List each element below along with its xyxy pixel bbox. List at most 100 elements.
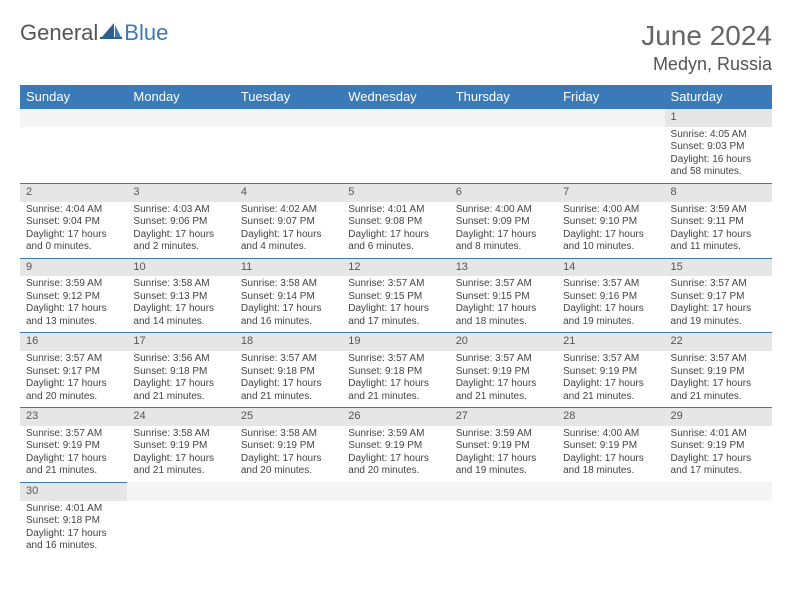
daylight-text: Daylight: 17 hours and 10 minutes. bbox=[563, 229, 658, 254]
weekday-header: Sunday bbox=[20, 85, 127, 109]
day-number-cell: 21 bbox=[557, 333, 664, 351]
sunset-text: Sunset: 9:18 PM bbox=[26, 515, 121, 528]
day-detail-cell: Sunrise: 3:57 AMSunset: 9:15 PMDaylight:… bbox=[450, 276, 557, 333]
daynum-row: 16171819202122 bbox=[20, 333, 772, 351]
sunset-text: Sunset: 9:19 PM bbox=[133, 440, 228, 453]
sunset-text: Sunset: 9:18 PM bbox=[133, 366, 228, 379]
daylight-text: Daylight: 17 hours and 20 minutes. bbox=[348, 453, 443, 478]
day-number-cell bbox=[450, 482, 557, 500]
daylight-text: Daylight: 17 hours and 19 minutes. bbox=[456, 453, 551, 478]
day-number-cell: 26 bbox=[342, 408, 449, 426]
sunset-text: Sunset: 9:18 PM bbox=[348, 366, 443, 379]
sunrise-text: Sunrise: 3:56 AM bbox=[133, 353, 228, 366]
day-number-cell: 16 bbox=[20, 333, 127, 351]
sunset-text: Sunset: 9:19 PM bbox=[456, 366, 551, 379]
daylight-text: Daylight: 17 hours and 18 minutes. bbox=[563, 453, 658, 478]
day-number-cell bbox=[127, 109, 234, 127]
sunset-text: Sunset: 9:14 PM bbox=[241, 291, 336, 304]
sunset-text: Sunset: 9:19 PM bbox=[26, 440, 121, 453]
weekday-header-row: Sunday Monday Tuesday Wednesday Thursday… bbox=[20, 85, 772, 109]
day-detail-cell: Sunrise: 3:57 AMSunset: 9:15 PMDaylight:… bbox=[342, 276, 449, 333]
sunrise-text: Sunrise: 3:58 AM bbox=[133, 428, 228, 441]
detail-row: Sunrise: 3:57 AMSunset: 9:19 PMDaylight:… bbox=[20, 426, 772, 483]
daynum-row: 2345678 bbox=[20, 183, 772, 201]
sunrise-text: Sunrise: 4:01 AM bbox=[26, 503, 121, 516]
day-number-cell bbox=[342, 482, 449, 500]
sunrise-text: Sunrise: 3:57 AM bbox=[456, 353, 551, 366]
day-number-cell: 9 bbox=[20, 258, 127, 276]
page-header: General Blue June 2024 Medyn, Russia bbox=[20, 20, 772, 75]
day-number-cell: 2 bbox=[20, 183, 127, 201]
detail-row: Sunrise: 4:04 AMSunset: 9:04 PMDaylight:… bbox=[20, 202, 772, 259]
daylight-text: Daylight: 17 hours and 18 minutes. bbox=[456, 303, 551, 328]
day-number-cell: 27 bbox=[450, 408, 557, 426]
day-number-cell: 25 bbox=[235, 408, 342, 426]
day-number-cell bbox=[665, 482, 772, 500]
day-number-cell bbox=[342, 109, 449, 127]
day-number-cell bbox=[557, 109, 664, 127]
day-number-cell bbox=[557, 482, 664, 500]
sunset-text: Sunset: 9:17 PM bbox=[671, 291, 766, 304]
sunrise-text: Sunrise: 4:04 AM bbox=[26, 204, 121, 217]
daynum-row: 23242526272829 bbox=[20, 408, 772, 426]
sunset-text: Sunset: 9:19 PM bbox=[456, 440, 551, 453]
sunrise-text: Sunrise: 3:57 AM bbox=[671, 353, 766, 366]
sunrise-text: Sunrise: 4:01 AM bbox=[671, 428, 766, 441]
sunrise-text: Sunrise: 4:02 AM bbox=[241, 204, 336, 217]
day-detail-cell bbox=[450, 501, 557, 557]
day-detail-cell: Sunrise: 3:58 AMSunset: 9:19 PMDaylight:… bbox=[235, 426, 342, 483]
day-detail-cell bbox=[450, 127, 557, 184]
weekday-header: Thursday bbox=[450, 85, 557, 109]
day-number-cell: 19 bbox=[342, 333, 449, 351]
daylight-text: Daylight: 17 hours and 6 minutes. bbox=[348, 229, 443, 254]
sunset-text: Sunset: 9:11 PM bbox=[671, 216, 766, 229]
day-detail-cell: Sunrise: 4:00 AMSunset: 9:19 PMDaylight:… bbox=[557, 426, 664, 483]
daylight-text: Daylight: 17 hours and 20 minutes. bbox=[26, 378, 121, 403]
day-detail-cell bbox=[20, 127, 127, 184]
day-detail-cell: Sunrise: 3:57 AMSunset: 9:16 PMDaylight:… bbox=[557, 276, 664, 333]
day-number-cell: 24 bbox=[127, 408, 234, 426]
day-detail-cell: Sunrise: 3:59 AMSunset: 9:11 PMDaylight:… bbox=[665, 202, 772, 259]
sunset-text: Sunset: 9:10 PM bbox=[563, 216, 658, 229]
day-detail-cell: Sunrise: 4:03 AMSunset: 9:06 PMDaylight:… bbox=[127, 202, 234, 259]
sunrise-text: Sunrise: 4:00 AM bbox=[456, 204, 551, 217]
detail-row: Sunrise: 3:57 AMSunset: 9:17 PMDaylight:… bbox=[20, 351, 772, 408]
sunrise-text: Sunrise: 3:59 AM bbox=[26, 278, 121, 291]
day-detail-cell: Sunrise: 3:57 AMSunset: 9:19 PMDaylight:… bbox=[557, 351, 664, 408]
sunset-text: Sunset: 9:19 PM bbox=[671, 366, 766, 379]
detail-row: Sunrise: 3:59 AMSunset: 9:12 PMDaylight:… bbox=[20, 276, 772, 333]
sunrise-text: Sunrise: 3:57 AM bbox=[348, 353, 443, 366]
day-detail-cell: Sunrise: 3:57 AMSunset: 9:17 PMDaylight:… bbox=[665, 276, 772, 333]
day-detail-cell: Sunrise: 3:57 AMSunset: 9:18 PMDaylight:… bbox=[235, 351, 342, 408]
sunrise-text: Sunrise: 3:58 AM bbox=[241, 428, 336, 441]
day-number-cell: 18 bbox=[235, 333, 342, 351]
daylight-text: Daylight: 17 hours and 21 minutes. bbox=[456, 378, 551, 403]
day-number-cell: 12 bbox=[342, 258, 449, 276]
sunset-text: Sunset: 9:12 PM bbox=[26, 291, 121, 304]
daynum-row: 9101112131415 bbox=[20, 258, 772, 276]
day-detail-cell: Sunrise: 3:56 AMSunset: 9:18 PMDaylight:… bbox=[127, 351, 234, 408]
daylight-text: Daylight: 17 hours and 11 minutes. bbox=[671, 229, 766, 254]
daynum-row: 1 bbox=[20, 109, 772, 127]
weekday-header: Wednesday bbox=[342, 85, 449, 109]
daylight-text: Daylight: 17 hours and 19 minutes. bbox=[671, 303, 766, 328]
sunset-text: Sunset: 9:06 PM bbox=[133, 216, 228, 229]
weekday-header: Tuesday bbox=[235, 85, 342, 109]
sunset-text: Sunset: 9:19 PM bbox=[563, 440, 658, 453]
daylight-text: Daylight: 17 hours and 4 minutes. bbox=[241, 229, 336, 254]
day-detail-cell: Sunrise: 3:59 AMSunset: 9:19 PMDaylight:… bbox=[450, 426, 557, 483]
daylight-text: Daylight: 17 hours and 17 minutes. bbox=[348, 303, 443, 328]
calendar-body: 1Sunrise: 4:05 AMSunset: 9:03 PMDaylight… bbox=[20, 109, 772, 557]
daylight-text: Daylight: 17 hours and 13 minutes. bbox=[26, 303, 121, 328]
sunset-text: Sunset: 9:08 PM bbox=[348, 216, 443, 229]
sunset-text: Sunset: 9:19 PM bbox=[563, 366, 658, 379]
day-number-cell bbox=[20, 109, 127, 127]
sunset-text: Sunset: 9:03 PM bbox=[671, 141, 766, 154]
day-detail-cell: Sunrise: 3:59 AMSunset: 9:12 PMDaylight:… bbox=[20, 276, 127, 333]
day-detail-cell: Sunrise: 4:01 AMSunset: 9:08 PMDaylight:… bbox=[342, 202, 449, 259]
day-detail-cell: Sunrise: 3:57 AMSunset: 9:18 PMDaylight:… bbox=[342, 351, 449, 408]
day-detail-cell: Sunrise: 4:04 AMSunset: 9:04 PMDaylight:… bbox=[20, 202, 127, 259]
daylight-text: Daylight: 17 hours and 8 minutes. bbox=[456, 229, 551, 254]
day-detail-cell: Sunrise: 3:58 AMSunset: 9:19 PMDaylight:… bbox=[127, 426, 234, 483]
sunrise-text: Sunrise: 3:57 AM bbox=[563, 278, 658, 291]
